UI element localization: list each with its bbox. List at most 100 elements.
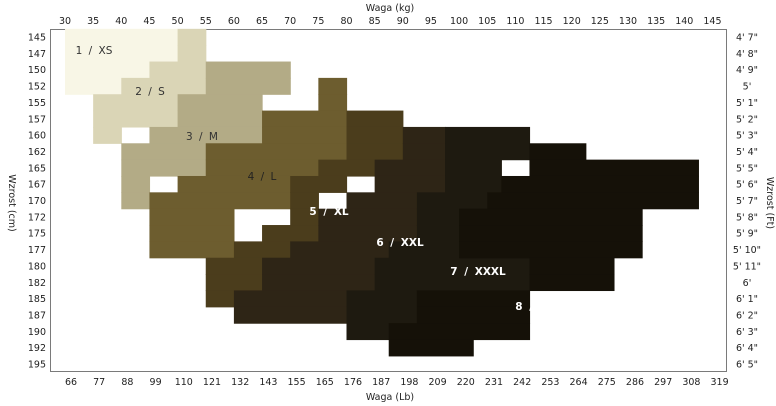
top-tick-label: 95 xyxy=(425,16,437,27)
bottom-tick-label: 220 xyxy=(457,377,475,388)
zone-cell xyxy=(177,94,263,112)
right-tick-label: 5' 11" xyxy=(733,261,761,272)
zone-cell xyxy=(459,208,643,226)
zone-label-7: 7 / XXXL xyxy=(450,266,506,278)
zone-cell xyxy=(487,192,699,210)
top-tick-label: 55 xyxy=(200,16,212,27)
zone-label-5: 5 / XL xyxy=(309,206,349,218)
left-tick-label: 177 xyxy=(28,245,46,256)
bottom-tick-label: 308 xyxy=(682,377,700,388)
zone-cell xyxy=(205,257,263,275)
left-tick-label: 190 xyxy=(28,327,46,338)
zone-cell xyxy=(290,192,319,210)
right-tick-label: 5' 4" xyxy=(736,147,758,158)
zone-cell xyxy=(149,208,235,226)
zone-cell xyxy=(445,126,531,144)
zone-cell xyxy=(290,241,390,259)
zone-cell xyxy=(374,274,531,292)
bottom-tick-label: 132 xyxy=(231,377,249,388)
zone-label-6: 6 / XXL xyxy=(376,237,424,249)
top-tick-label: 130 xyxy=(619,16,637,27)
size-zone-3 xyxy=(121,61,291,210)
left-tick-label: 187 xyxy=(28,310,46,321)
right-tick-label: 6' 5" xyxy=(736,360,758,371)
size-zone-8 xyxy=(388,143,699,357)
left-tick-label: 150 xyxy=(28,65,46,76)
zone-cell xyxy=(121,77,207,95)
top-tick-label: 30 xyxy=(59,16,71,27)
right-tick-label: 6' 1" xyxy=(736,294,758,305)
right-axis-ticks: 4' 7" 4' 8" 4' 9" 5' 5' 1" 5' 2" 5' 3" 5' 4" 5' … xyxy=(733,33,761,371)
zone-cell xyxy=(149,241,235,259)
left-tick-label: 195 xyxy=(28,360,46,371)
right-tick-label: 5' 10" xyxy=(733,245,761,256)
top-tick-label: 115 xyxy=(534,16,552,27)
zone-cell xyxy=(262,274,376,292)
zone-cell xyxy=(501,175,699,193)
zone-cell xyxy=(233,290,348,308)
top-tick-label: 140 xyxy=(675,16,693,27)
right-tick-label: 5' 1" xyxy=(736,98,758,109)
zone-cell xyxy=(402,126,446,144)
left-tick-label: 147 xyxy=(28,49,46,60)
zone-cell xyxy=(346,110,404,128)
left-tick-label: 192 xyxy=(28,343,46,354)
top-tick-label: 110 xyxy=(506,16,524,27)
left-tick-label: 160 xyxy=(28,131,46,142)
zone-cell xyxy=(65,28,179,46)
zone-cell xyxy=(177,110,263,128)
zone-cell xyxy=(459,241,643,259)
right-tick-label: 5' 8" xyxy=(736,212,758,223)
zone-cell xyxy=(388,323,531,341)
right-tick-label: 4' 9" xyxy=(736,65,758,76)
zone-label-8: 8 / XXXXL xyxy=(515,301,579,313)
zone-cell xyxy=(205,143,348,161)
top-tick-label: 40 xyxy=(115,16,127,27)
top-tick-label: 35 xyxy=(87,16,99,27)
zone-cell xyxy=(402,143,446,161)
left-tick-label: 182 xyxy=(28,278,46,289)
zone-cell xyxy=(416,290,531,308)
bottom-tick-label: 319 xyxy=(711,377,729,388)
left-tick-label: 152 xyxy=(28,82,46,93)
bottom-tick-label: 297 xyxy=(654,377,672,388)
bottom-tick-label: 88 xyxy=(121,377,133,388)
zone-label-3: 3 / M xyxy=(186,131,218,143)
bottom-tick-label: 286 xyxy=(626,377,644,388)
zone-cell xyxy=(93,94,179,112)
right-tick-label: 5' xyxy=(743,82,752,93)
zone-cell xyxy=(149,126,263,144)
zone-cell xyxy=(346,290,418,308)
zone-cell xyxy=(290,208,319,226)
zone-cell xyxy=(205,61,291,79)
bottom-tick-label: 165 xyxy=(316,377,334,388)
size-zone-4 xyxy=(149,77,348,259)
zone-cell xyxy=(262,110,348,128)
left-tick-label: 157 xyxy=(28,114,46,125)
zone-cell xyxy=(529,274,615,292)
bottom-tick-label: 110 xyxy=(175,377,193,388)
top-tick-label: 135 xyxy=(647,16,665,27)
zone-cell xyxy=(529,257,615,275)
top-tick-label: 85 xyxy=(369,16,381,27)
zone-cell xyxy=(177,175,291,193)
zone-cell xyxy=(346,323,390,341)
bottom-tick-label: 198 xyxy=(400,377,418,388)
zone-cell xyxy=(529,159,699,177)
zone-cell xyxy=(205,77,291,95)
top-tick-label: 120 xyxy=(563,16,581,27)
top-tick-label: 45 xyxy=(143,16,155,27)
bottom-tick-label: 99 xyxy=(150,377,162,388)
top-axis-ticks: 30 35 40 45 50 55 60 65 70 75 80 85 90 95 100 105 110 115… xyxy=(59,16,722,27)
zone-cell xyxy=(149,225,235,242)
zone-cell xyxy=(149,61,207,79)
zone-cell xyxy=(233,241,291,259)
bottom-axis-title: Waga (Lb) xyxy=(366,392,414,403)
bottom-tick-label: 253 xyxy=(541,377,559,388)
right-tick-label: 4' 8" xyxy=(736,49,758,60)
bottom-axis-ticks: 66 77 88 99 110 121 132 143 155 165 176 187 198 209 22… xyxy=(65,377,729,388)
size-zone-labels: 1 / XS 2 / S 3 / M 4 / L 5 / XL 6 / XXL 7 / XX… xyxy=(76,45,579,313)
zone-cell xyxy=(374,257,531,275)
zone-cell xyxy=(262,257,376,275)
zone-cell xyxy=(205,274,263,292)
